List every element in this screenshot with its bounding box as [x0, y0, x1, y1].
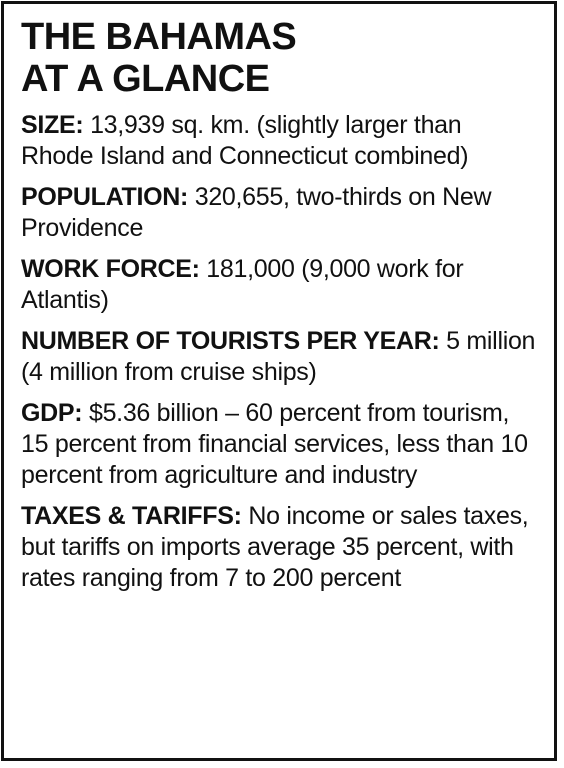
- title-line: AT A GLANCE: [21, 58, 270, 100]
- fact-label: TAXES & TARIFFS:: [21, 502, 242, 530]
- fact-text: $5.36 billion – 60 percent from tourism,…: [21, 399, 528, 489]
- fact-text: 13,939 sq. km. (slightly larger than Rho…: [21, 111, 469, 170]
- fact-label: WORK FORCE:: [21, 255, 200, 283]
- fact: GDP: $5.36 billion – 60 percent from tou…: [21, 398, 536, 491]
- fact-label: GDP:: [21, 399, 83, 427]
- fact: TAXES & TARIFFS: No income or sales taxe…: [21, 501, 536, 594]
- fact-list: SIZE: 13,939 sq. km. (slightly larger th…: [21, 110, 538, 594]
- fact-label: POPULATION:: [21, 183, 189, 211]
- fact-box: THE BAHAMAS AT A GLANCE SIZE: 13,939 sq.…: [1, 1, 557, 761]
- fact-text: 5 million (4 million from cruise ships): [21, 327, 536, 386]
- fact-text: 320,655, two-thirds on New Providence: [21, 183, 492, 242]
- fact: POPULATION: 320,655, two-thirds on New P…: [21, 182, 536, 244]
- title-line: THE BAHAMAS: [21, 16, 297, 58]
- fact: SIZE: 13,939 sq. km. (slightly larger th…: [21, 110, 536, 172]
- fact: NUMBER OF TOURISTS PER YEAR: 5 million (…: [21, 326, 536, 388]
- fact-text: No income or sales taxes, but tariffs on…: [21, 502, 529, 592]
- fact-text: 181,000 (9,000 work for Atlantis): [21, 255, 464, 314]
- fact-label: NUMBER OF TOURISTS PER YEAR:: [21, 327, 440, 355]
- title: THE BAHAMAS AT A GLANCE: [21, 16, 538, 100]
- fact: WORK FORCE: 181,000 (9,000 work for Atla…: [21, 254, 536, 316]
- fact-label: SIZE:: [21, 111, 84, 139]
